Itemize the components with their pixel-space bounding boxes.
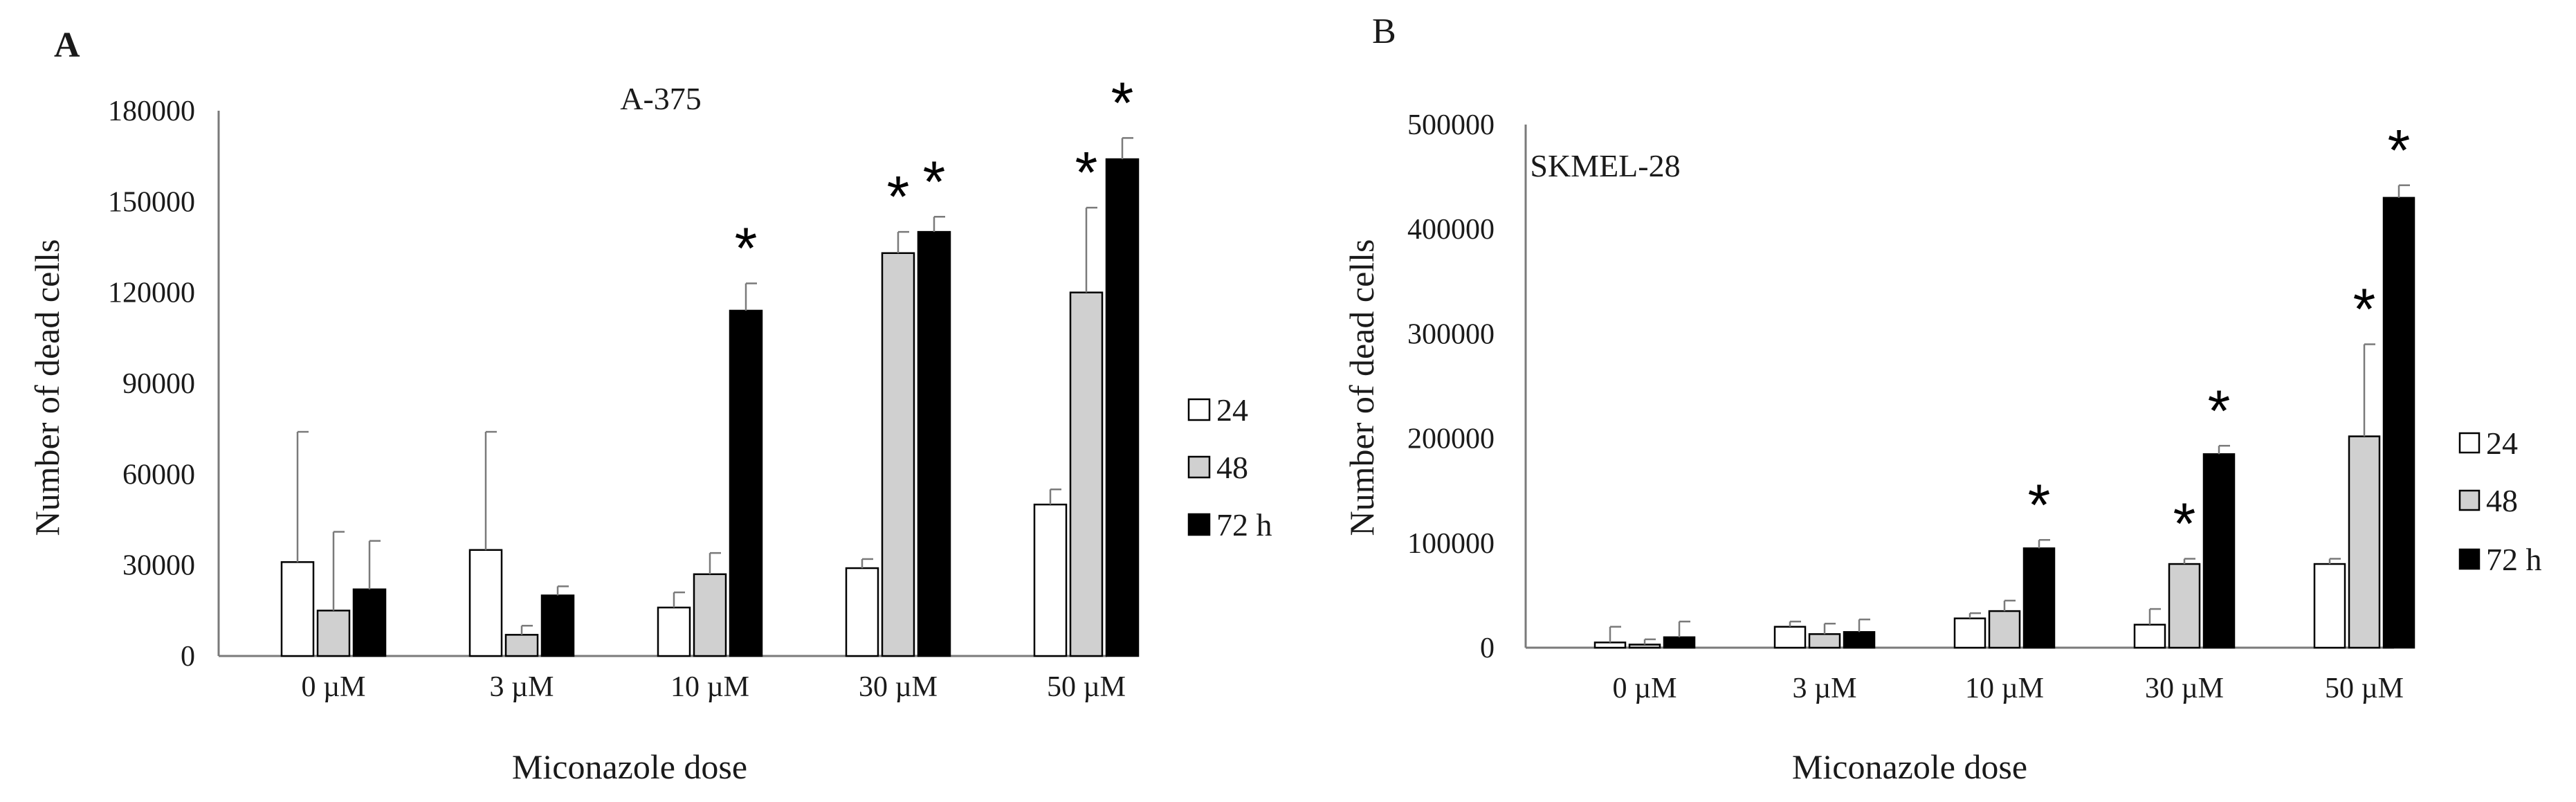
bars: *****: [280, 70, 1140, 657]
y-tick-label: 180000: [108, 95, 195, 127]
legend-swatch: [2458, 432, 2481, 454]
y-axis-label: Number of dead cells: [28, 239, 66, 536]
bar: [352, 588, 387, 657]
y-axis-label: Number of dead cells: [1342, 239, 1381, 536]
bar: [2348, 435, 2381, 649]
x-tick-label: 3 µM: [489, 671, 554, 703]
bar: [280, 561, 315, 657]
x-tick-label: 30 µM: [2145, 673, 2224, 704]
bar: [1988, 610, 2021, 649]
bar: [1773, 626, 1807, 649]
x-axis-label: Miconazole dose: [1792, 747, 2027, 786]
x-tick-label: 30 µM: [859, 671, 938, 703]
panel-a: A A-375 Miconazole dose Number of dead c…: [28, 26, 1272, 786]
bar: [693, 573, 727, 657]
y-tick-label: 0: [181, 641, 195, 673]
legend-label: 72 h: [2486, 542, 2542, 577]
legend: 24 48 72 h: [2458, 426, 2542, 577]
bar: [881, 252, 915, 657]
x-tick-label: 50 µM: [1047, 671, 1126, 703]
bar: [2133, 623, 2166, 649]
chart-title: A-375: [620, 81, 702, 116]
x-tick-label: 10 µM: [1965, 673, 2044, 704]
legend-label: 72 h: [1216, 507, 1272, 543]
x-tick-labels: 0 µM 3 µM 10 µM 30 µM 50 µM: [301, 671, 1126, 703]
bar: [1105, 158, 1140, 657]
bar: [657, 606, 691, 657]
panel-letter: B: [1372, 12, 1396, 51]
significance-star: *: [735, 216, 758, 281]
bar: [1808, 633, 1841, 649]
y-tick-label: 120000: [108, 277, 195, 309]
bar: [540, 594, 575, 657]
legend-label: 48: [1216, 450, 1248, 485]
bar: [1628, 644, 1661, 649]
y-tick-label: 60000: [122, 459, 195, 491]
panel-letter: A: [54, 26, 80, 65]
legend-swatch: [1187, 513, 1211, 536]
legend-swatch: [2458, 489, 2481, 511]
bar: [845, 567, 879, 657]
bars: *****: [1593, 118, 2415, 649]
significance-star: *: [2028, 472, 2051, 537]
bar: [917, 230, 951, 657]
significance-star: *: [2173, 491, 2196, 556]
x-tick-label: 0 µM: [301, 671, 365, 703]
bar: [504, 634, 539, 657]
y-tick-label: 0: [1480, 632, 1495, 664]
significance-star: *: [2208, 378, 2231, 443]
y-tick-label: 90000: [122, 368, 195, 400]
bar: [2022, 547, 2056, 649]
bar: [316, 610, 351, 657]
x-tick-label: 10 µM: [670, 671, 749, 703]
bar: [729, 309, 763, 657]
significance-star: *: [1075, 140, 1098, 205]
x-tick-label: 50 µM: [2325, 673, 2404, 704]
bar: [468, 549, 503, 657]
bar: [2168, 563, 2201, 649]
bar: [1593, 641, 1627, 649]
y-tick-label: 300000: [1407, 318, 1495, 350]
legend-label: 48: [2486, 483, 2518, 518]
x-tick-labels: 0 µM 3 µM 10 µM 30 µM 50 µM: [1612, 673, 2404, 704]
y-tick-labels: 0 100000 200000 300000 400000 500000: [1407, 109, 1495, 664]
significance-star: *: [1111, 70, 1134, 135]
y-tick-labels: 0 30000 60000 90000 120000 150000 180000: [108, 95, 195, 673]
bar: [2313, 563, 2346, 649]
y-tick-label: 30000: [122, 550, 195, 582]
bar: [1663, 636, 1696, 649]
legend-label: 24: [1216, 392, 1248, 428]
chart-title: SKMEL-28: [1530, 148, 1680, 183]
y-tick-label: 100000: [1407, 528, 1495, 560]
significance-star: *: [2388, 118, 2411, 183]
bar: [1069, 291, 1104, 657]
significance-star: *: [887, 164, 910, 229]
y-tick-label: 500000: [1407, 109, 1495, 141]
y-tick-label: 400000: [1407, 214, 1495, 246]
bar: [2382, 197, 2415, 649]
x-tick-label: 0 µM: [1612, 673, 1677, 704]
bar: [1953, 617, 1986, 649]
x-tick-label: 3 µM: [1792, 673, 1856, 704]
significance-star: *: [2353, 277, 2376, 342]
legend: 24 48 72 h: [1187, 392, 1272, 543]
y-tick-label: 150000: [108, 186, 195, 218]
x-axis-label: Miconazole dose: [512, 747, 747, 786]
bar: [1033, 503, 1068, 657]
legend-swatch: [2458, 548, 2481, 570]
y-tick-label: 200000: [1407, 423, 1495, 455]
significance-star: *: [923, 149, 946, 214]
legend-label: 24: [2486, 426, 2518, 461]
panel-b: B SKMEL-28 Miconazole dose Number of dea…: [1342, 12, 2542, 786]
legend-swatch: [1187, 398, 1211, 421]
bar: [1843, 631, 1876, 649]
bar: [2202, 453, 2236, 649]
legend-swatch: [1187, 455, 1211, 479]
